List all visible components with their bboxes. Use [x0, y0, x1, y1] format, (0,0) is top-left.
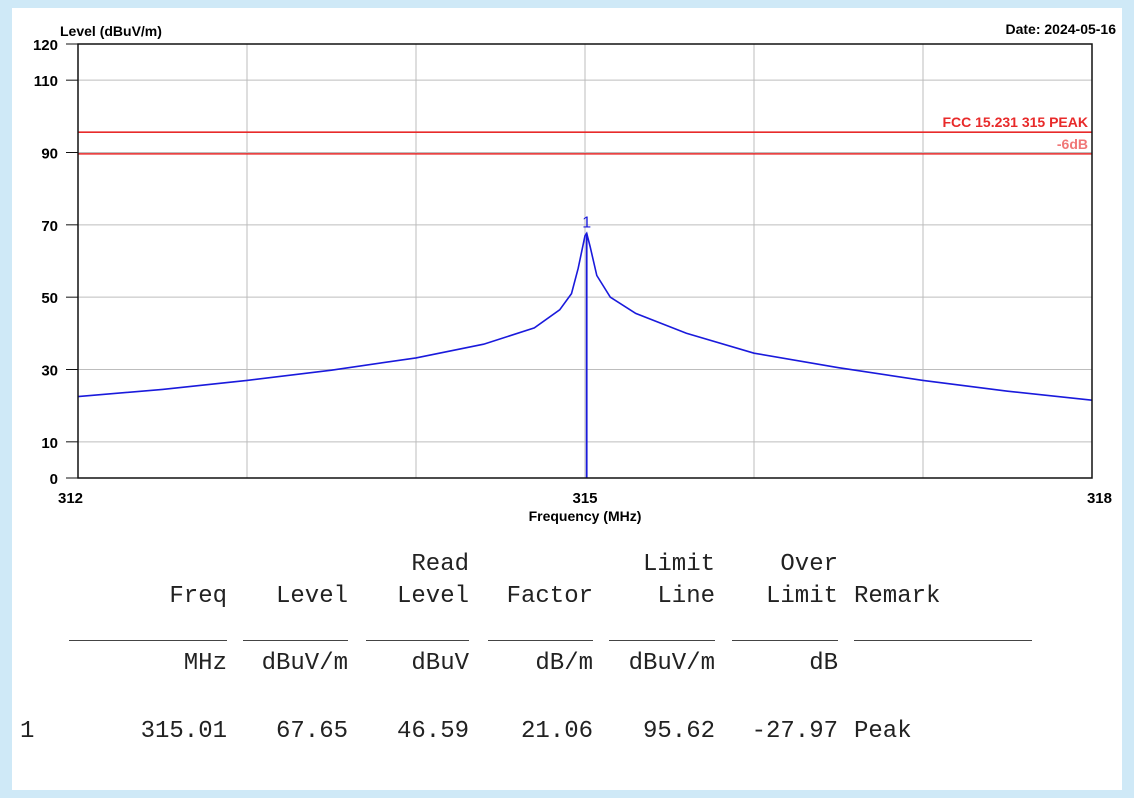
emission-chart: 0 10 30 50 70 90 110 120 312 315 318 Level (dBuV/m… [33, 21, 1116, 524]
table-header-rule [854, 640, 1032, 641]
table-header-rule [732, 640, 838, 641]
table-header: Level [396, 583, 469, 610]
x-tick-label: 315 [572, 490, 597, 507]
emission-report-page: 0 10 30 50 70 90 110 120 312 315 318 Level (dBuV/m… [12, 8, 1122, 790]
y-tick-label: 110 [34, 73, 58, 90]
table-header-rule [609, 640, 715, 641]
table-cell: 21.06 [520, 718, 593, 745]
table-header: Factor [506, 583, 593, 610]
table-header: Freq [169, 583, 227, 610]
limit-lines [78, 131, 1092, 155]
table-unit: dB/m [535, 650, 593, 677]
y-tick-label: 70 [41, 218, 58, 235]
table-header-top: Read [411, 551, 469, 578]
table-header: Remark [854, 583, 941, 610]
table-header-top: Over [780, 551, 838, 578]
table-row-index: 1 [20, 718, 35, 745]
table-header-rule [69, 640, 227, 641]
y-tick-label: 120 [33, 37, 58, 54]
y-tick-label: 90 [41, 146, 58, 163]
y-tick-label: 10 [41, 435, 58, 452]
peak-marker-label: 1 [582, 214, 591, 231]
limit-line-label: FCC 15.231 315 PEAK [942, 114, 1088, 130]
y-tick-label: 50 [41, 290, 58, 307]
table-unit: dB [809, 650, 838, 677]
table-cell: 46.59 [396, 718, 469, 745]
table-unit: dBuV [411, 650, 469, 677]
table-header-rule [366, 640, 469, 641]
table-header-rule [243, 640, 348, 641]
table-cell: 67.65 [275, 718, 348, 745]
y-tick-label: 0 [50, 471, 58, 488]
date-label: Date: 2024-05-16 [1005, 21, 1116, 37]
x-tick-label: 318 [1087, 490, 1112, 507]
table-header: Limit [765, 583, 838, 610]
y-tick-label: 30 [41, 363, 58, 380]
axis-ticks: 0 10 30 50 70 90 110 120 312 315 318 [33, 37, 1112, 507]
table-header-rule [488, 640, 593, 641]
table-header-top: Limit [642, 551, 715, 578]
table-cell: 95.62 [642, 718, 715, 745]
trace-layer [77, 231, 1093, 478]
table-header: Line [657, 583, 715, 610]
table-cell: -27.97 [751, 718, 838, 745]
x-tick-label: 312 [58, 490, 83, 507]
table-unit: dBuV/m [261, 650, 348, 677]
chart-grid [78, 44, 1092, 478]
table-cell: 315.01 [140, 718, 227, 745]
table-unit: MHz [183, 650, 227, 677]
x-axis-title: Frequency (MHz) [529, 508, 642, 524]
table-header: Level [275, 583, 348, 610]
plot-frame [77, 43, 1093, 479]
table-cell: Peak [854, 718, 912, 745]
y-axis-title: Level (dBuV/m) [60, 23, 162, 39]
table-unit: dBuV/m [628, 650, 715, 677]
margin-line-label: -6dB [1057, 136, 1088, 152]
